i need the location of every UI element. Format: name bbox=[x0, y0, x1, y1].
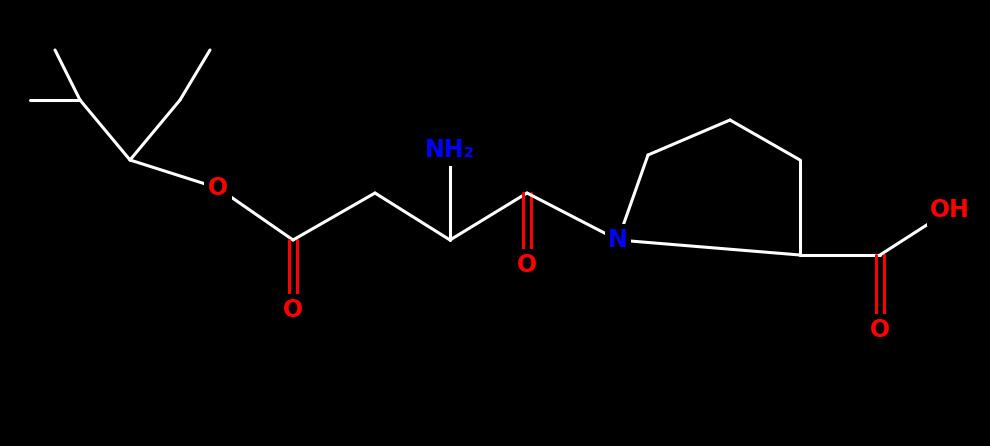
Text: O: O bbox=[517, 253, 537, 277]
Text: N: N bbox=[608, 228, 628, 252]
Text: NH₂: NH₂ bbox=[425, 138, 475, 162]
Text: O: O bbox=[870, 318, 890, 342]
Text: OH: OH bbox=[930, 198, 970, 222]
Text: O: O bbox=[208, 176, 228, 200]
Text: O: O bbox=[283, 298, 303, 322]
